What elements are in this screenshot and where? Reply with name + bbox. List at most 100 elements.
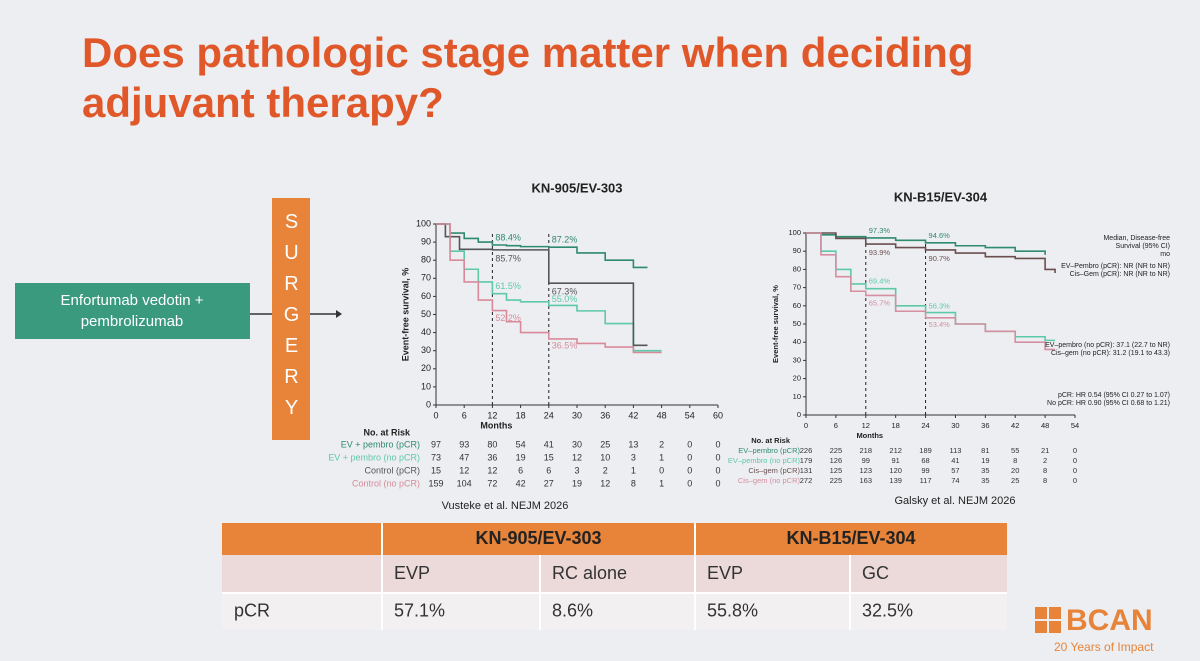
y-tick-label: 70 — [793, 283, 801, 292]
risk-value: 0 — [659, 465, 664, 475]
x-tick-label: 42 — [1011, 421, 1019, 430]
logo-square — [1049, 607, 1061, 619]
survival-label: 69.4% — [869, 277, 891, 286]
y-tick-label: 30 — [421, 345, 431, 355]
legend-note: Cis–Gem (pCR): NR (NR to NR) — [1070, 271, 1170, 278]
risk-value: 179 — [800, 456, 813, 465]
risk-value: 91 — [891, 456, 899, 465]
y-tick-label: 20 — [421, 363, 431, 373]
survival-label: 61.5% — [495, 281, 521, 291]
y-tick-label: 30 — [793, 355, 801, 364]
table-column: RC alone — [552, 563, 627, 583]
risk-value: 97 — [431, 439, 441, 449]
y-tick-label: 50 — [421, 309, 431, 319]
risk-value: 8 — [1013, 456, 1017, 465]
risk-row-label: Control (no pCR) — [352, 478, 420, 488]
risk-value: 189 — [919, 446, 932, 455]
x-tick-label: 48 — [657, 410, 667, 420]
table-cell: 32.5% — [862, 600, 913, 620]
logo-square — [1035, 621, 1047, 633]
risk-value: 15 — [544, 452, 554, 462]
regimen-box — [15, 283, 250, 339]
x-tick-label: 54 — [685, 410, 695, 420]
risk-value: 272 — [800, 476, 813, 485]
legend-note: EV–Pembro (pCR): NR (NR to NR) — [1061, 263, 1170, 270]
logo-tagline: 20 Years of Impact — [1054, 640, 1154, 654]
table-column: GC — [862, 563, 889, 583]
result-table: KN-905/EV-303 KN-B15/EV-304 EVP RC alone EVP… — [222, 523, 1007, 630]
y-tick-label: 100 — [416, 218, 431, 228]
risk-value: 74 — [951, 476, 959, 485]
table-cell: 8.6% — [552, 600, 593, 620]
y-tick-label: 0 — [426, 399, 431, 409]
citation: Vusteke et al. NEJM 2026 — [442, 500, 569, 512]
x-tick-label: 42 — [628, 410, 638, 420]
risk-value: 1 — [659, 478, 664, 488]
survival-label: 55.0% — [552, 294, 578, 304]
legend-note: No pCR: HR 0.90 (95% CI 0.68 to 1.21) — [1047, 400, 1170, 407]
y-tick-label: 100 — [788, 228, 801, 237]
title-line: adjuvant therapy? — [82, 79, 444, 126]
risk-value: 13 — [628, 439, 638, 449]
risk-value: 123 — [860, 466, 873, 475]
risk-value: 218 — [860, 446, 873, 455]
risk-value: 20 — [1011, 466, 1019, 475]
survival-label: 52.2% — [495, 313, 521, 323]
legend-note: Cis–gem (no pCR): 31.2 (19.1 to 43.3) — [1051, 350, 1170, 357]
risk-value: 125 — [830, 466, 843, 475]
risk-value: 0 — [715, 452, 720, 462]
x-axis-label: Months — [480, 420, 512, 430]
risk-value: 15 — [431, 465, 441, 475]
risk-value: 10 — [600, 452, 610, 462]
risk-value: 73 — [431, 452, 441, 462]
risk-value: 54 — [516, 439, 526, 449]
table-row-label: pCR — [234, 600, 270, 620]
risk-value: 117 — [920, 476, 932, 485]
risk-value: 35 — [981, 476, 989, 485]
risk-value: 113 — [949, 446, 961, 455]
risk-value: 8 — [1043, 476, 1047, 485]
risk-value: 19 — [572, 478, 582, 488]
survival-curve — [806, 232, 1056, 274]
risk-value: 1 — [659, 452, 664, 462]
risk-value: 2 — [603, 465, 608, 475]
y-axis-label: Event-free survival, % — [400, 268, 410, 362]
risk-value: 47 — [459, 452, 469, 462]
y-axis-label: Event-free survival, % — [771, 285, 780, 363]
arrow-head — [336, 310, 342, 318]
x-tick-label: 36 — [981, 421, 989, 430]
risk-value: 0 — [687, 465, 692, 475]
x-axis-label: Months — [856, 431, 883, 440]
risk-value: 0 — [1073, 446, 1077, 455]
risk-value: 12 — [572, 452, 582, 462]
risk-title: No. at Risk — [363, 427, 411, 437]
table-column: EVP — [394, 563, 430, 583]
table-subheader-bg — [222, 555, 1007, 593]
risk-value: 8 — [1043, 466, 1047, 475]
survival-label: 88.4% — [495, 232, 521, 242]
y-tick-label: 60 — [793, 301, 801, 310]
risk-row-label: Control (pCR) — [364, 465, 420, 475]
y-tick-label: 80 — [793, 264, 801, 273]
survival-label: 87.2% — [552, 235, 578, 245]
risk-value: 139 — [889, 476, 902, 485]
risk-value: 0 — [715, 439, 720, 449]
risk-value: 99 — [921, 466, 929, 475]
risk-value: 25 — [600, 439, 610, 449]
x-tick-label: 30 — [951, 421, 959, 430]
x-tick-label: 60 — [713, 410, 723, 420]
risk-value: 21 — [1041, 446, 1049, 455]
risk-value: 72 — [487, 478, 497, 488]
risk-value: 131 — [800, 466, 813, 475]
chart-title: KN-B15/EV-304 — [894, 189, 988, 204]
risk-value: 80 — [487, 439, 497, 449]
risk-value: 0 — [1073, 456, 1077, 465]
risk-value: 226 — [800, 446, 813, 455]
risk-value: 126 — [830, 456, 843, 465]
risk-value: 99 — [862, 456, 870, 465]
risk-value: 57 — [951, 466, 959, 475]
survival-label: 93.9% — [869, 248, 891, 257]
risk-value: 8 — [631, 478, 636, 488]
risk-row-label: EV + pembro (pCR) — [341, 439, 420, 449]
